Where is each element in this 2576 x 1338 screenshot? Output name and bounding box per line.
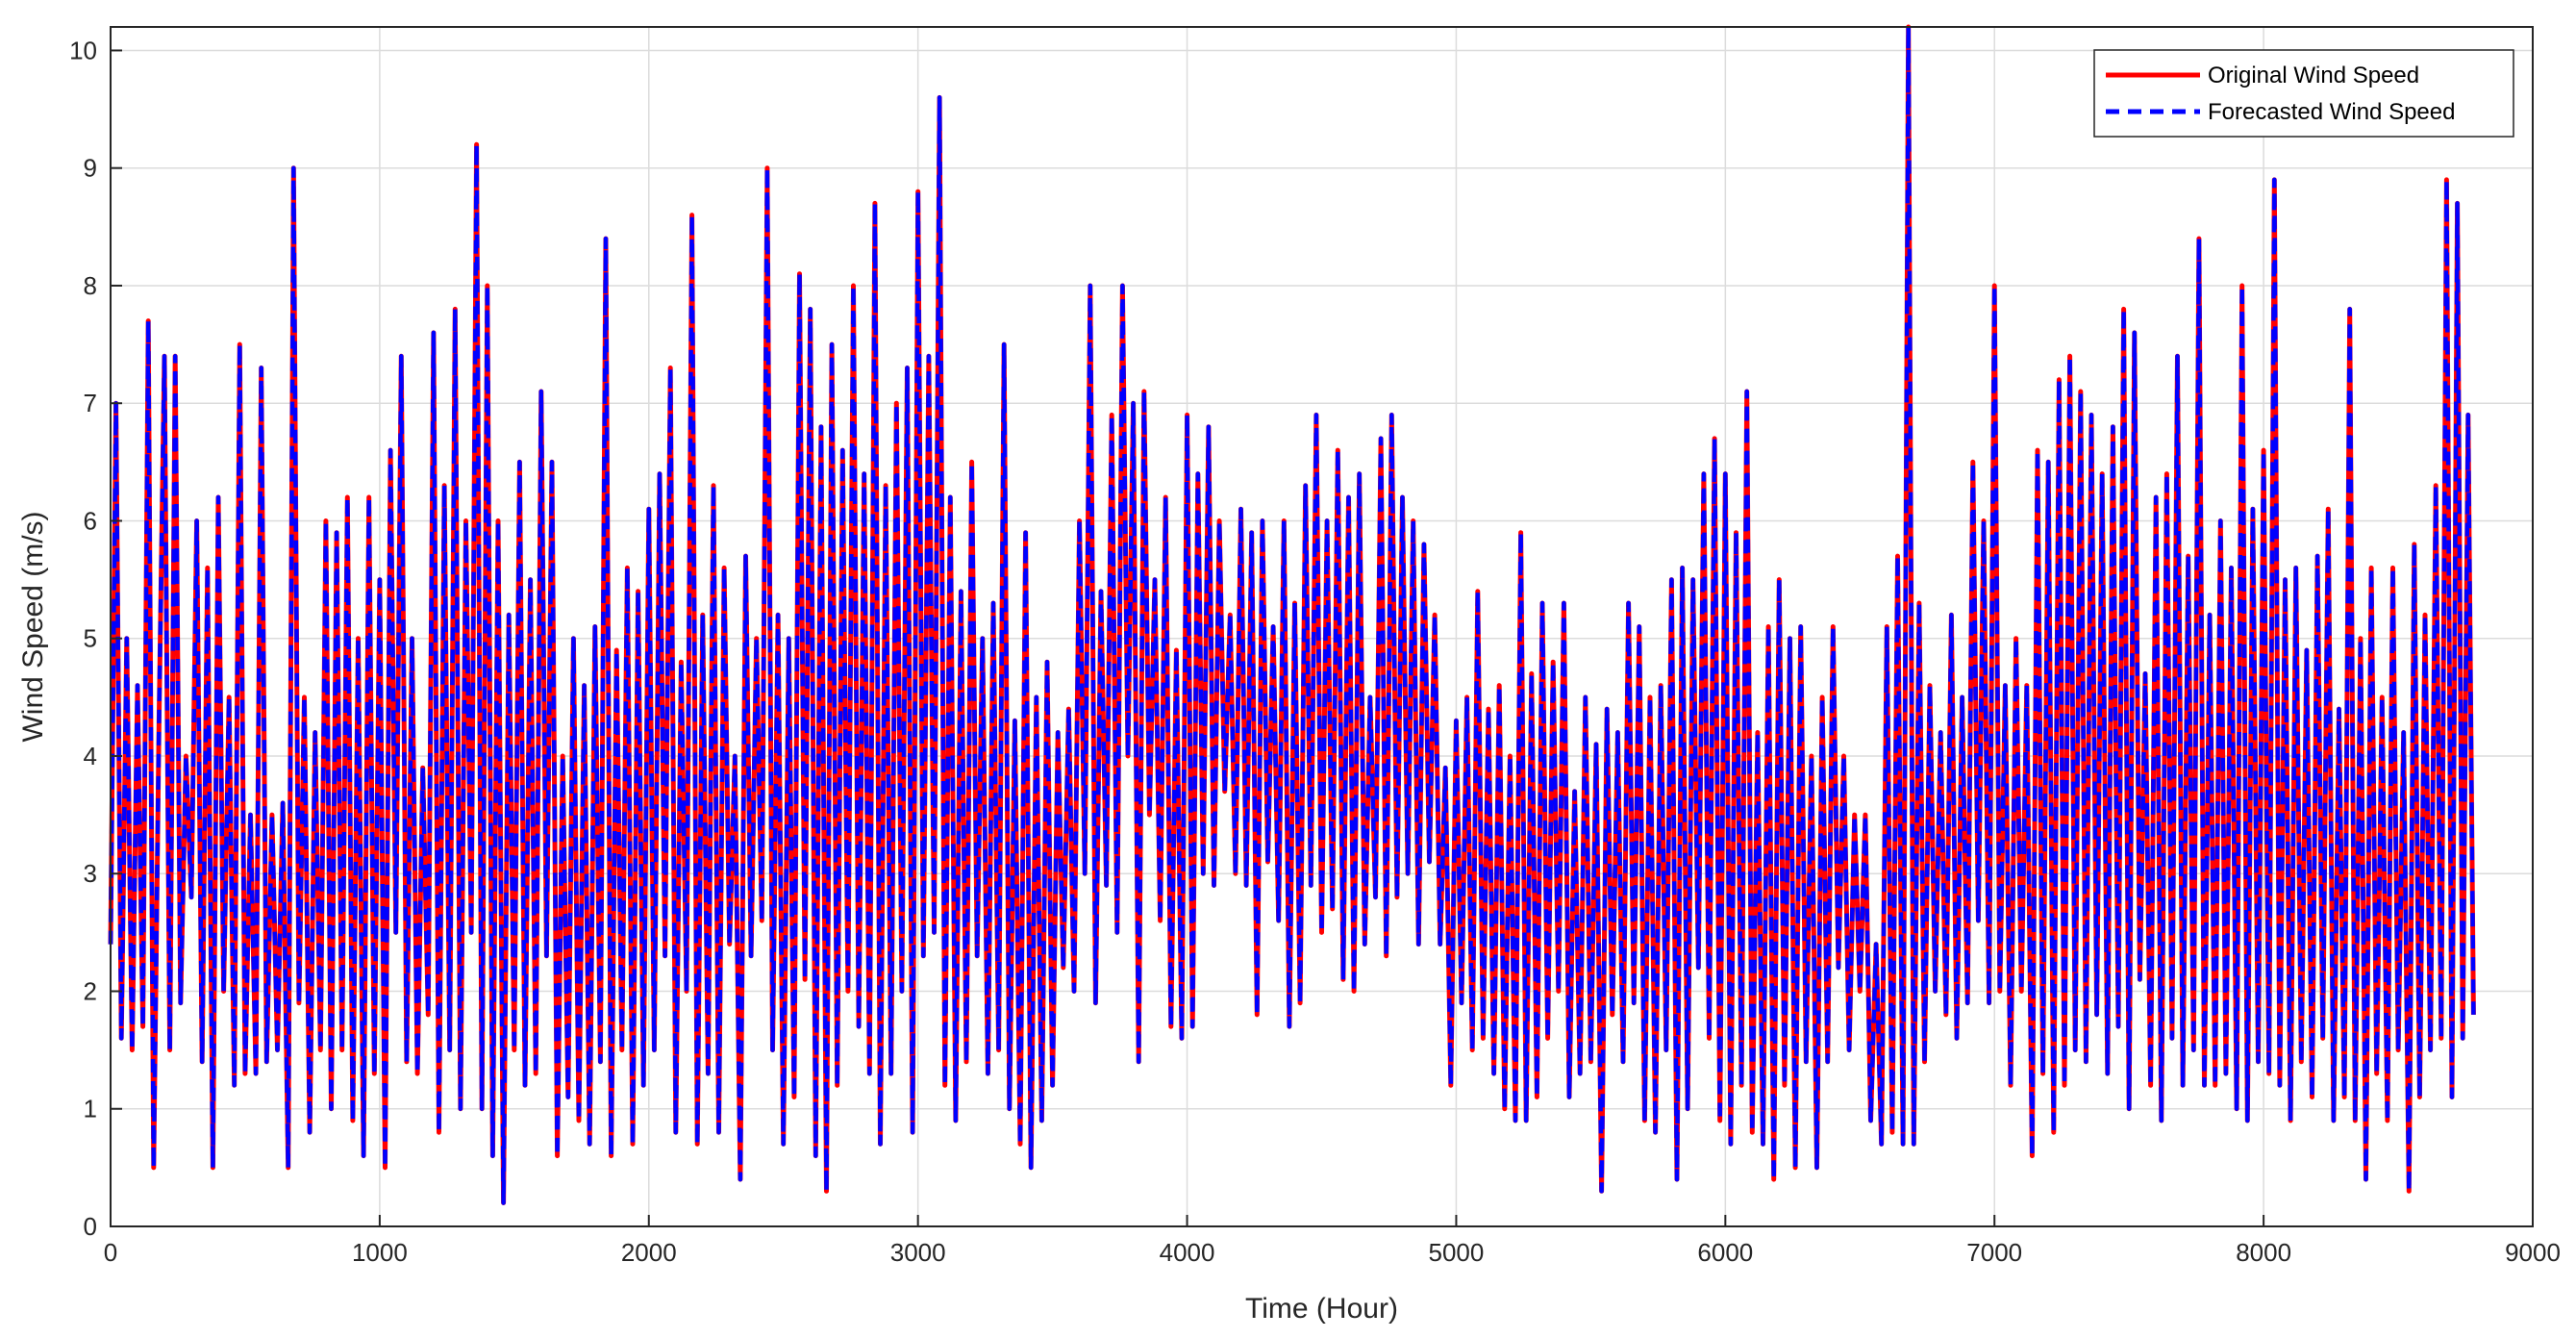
y-tick-label: 4	[84, 742, 97, 770]
x-tick-label: 6000	[1697, 1238, 1753, 1267]
series-line-forecast	[108, 24, 2476, 1205]
x-tick-label: 1000	[352, 1238, 408, 1267]
x-tick-label: 0	[104, 1238, 117, 1267]
x-tick-label: 8000	[2236, 1238, 2291, 1267]
x-tick-label: 9000	[2505, 1238, 2561, 1267]
x-tick-label: 5000	[1429, 1238, 1485, 1267]
axis-ticks: 0 1000 2000 3000 4000 5000 6000 7000 8000 9000 0 1 2…	[69, 36, 2561, 1267]
y-tick-label: 2	[84, 976, 97, 1005]
plot-area	[108, 24, 2476, 1205]
x-tick-label: 3000	[890, 1238, 946, 1267]
y-tick-label: 8	[84, 271, 97, 300]
legend-label-forecast: Forecasted Wind Speed	[2208, 99, 2455, 125]
y-tick-label: 7	[84, 389, 97, 417]
y-tick-label: 3	[84, 859, 97, 888]
x-tick-label: 4000	[1160, 1238, 1215, 1267]
y-tick-label: 6	[84, 506, 97, 535]
y-tick-label: 10	[69, 36, 97, 64]
legend-label-original: Original Wind Speed	[2208, 63, 2419, 88]
axes-box	[110, 26, 2534, 1227]
legend: Original Wind Speed Forecasted Wind Spee…	[2093, 49, 2514, 138]
y-tick-label: 1	[84, 1095, 97, 1123]
y-tick-label: 5	[84, 624, 97, 653]
x-axis-label: Time (Hour)	[1245, 1293, 1398, 1325]
legend-box	[2093, 49, 2514, 138]
y-axis-label: Wind Speed (m/s)	[17, 511, 49, 742]
y-tick-label: 9	[84, 154, 97, 183]
x-tick-label: 2000	[621, 1238, 677, 1267]
y-tick-label: 0	[84, 1212, 97, 1241]
x-tick-label: 7000	[1966, 1238, 2022, 1267]
